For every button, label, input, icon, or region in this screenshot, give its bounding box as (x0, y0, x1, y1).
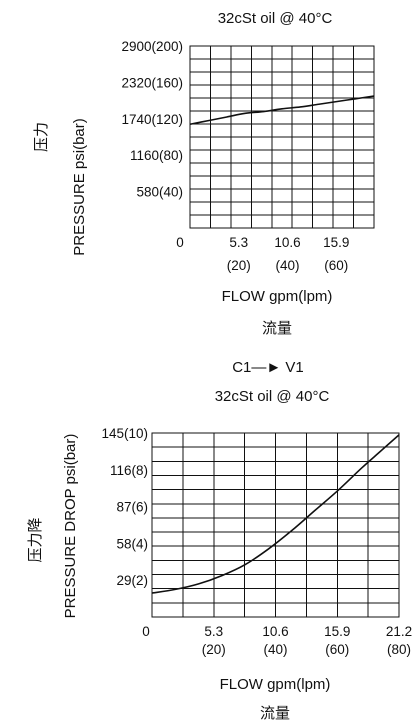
x-axis-label: FLOW gpm(lpm) (220, 676, 331, 693)
y-tick-label: 1160(80) (130, 148, 183, 163)
y-tick-label: 29(2) (116, 573, 148, 588)
pressure-chart: 32cSt oil @ 40°C 580(40) 1160(80) 1740(120)… (33, 10, 375, 337)
chart-title: 32cSt oil @ 40°C (218, 10, 333, 27)
x-tick-sublabel: (20) (202, 642, 226, 657)
y-tick-label: 58(4) (116, 536, 148, 551)
y-tick-label: 145(10) (101, 426, 148, 441)
x-tick-label: 5.3 (229, 235, 248, 250)
y-axis-label: PRESSURE DROP psi(bar) (62, 434, 79, 619)
flow-path-label: C1—► V1 (232, 359, 304, 376)
plot-frame (151, 432, 400, 618)
x-tick-label: 0 (176, 235, 184, 250)
x-tick-label: 5.3 (204, 624, 223, 639)
x-tick-label: 15.9 (324, 624, 350, 639)
x-tick-sublabel: (20) (227, 258, 251, 273)
x-tick-sublabel: (60) (324, 258, 348, 273)
chart-title: 32cSt oil @ 40°C (215, 388, 330, 405)
x-axis-label-cn: 流量 (262, 320, 292, 337)
y-tick-label: 2900(200) (121, 39, 183, 54)
x-tick-label: 15.9 (323, 235, 349, 250)
x-axis-label-cn: 流量 (260, 705, 290, 722)
y-axis-label-cn: 压力降 (27, 517, 44, 562)
plot-frame (189, 45, 375, 229)
x-tick-label: 10.6 (262, 624, 288, 639)
y-axis-label: PRESSURE psi(bar) (71, 118, 88, 256)
grid (152, 433, 399, 617)
x-axis-label: FLOW gpm(lpm) (222, 288, 333, 305)
y-axis-label-cn: 压力 (33, 122, 50, 152)
x-tick-sublabel: (80) (387, 642, 411, 657)
y-tick-label: 2320(160) (121, 75, 183, 90)
series-line (189, 95, 375, 126)
x-tick-label: 0 (142, 624, 150, 639)
y-tick-label: 580(40) (136, 185, 183, 200)
pressure-drop-chart: C1—► V1 32cSt oil @ 40°C 29(2) 58(4) 87(6) 11… (27, 359, 412, 722)
x-tick-label: 21.2 (386, 624, 412, 639)
grid (190, 46, 374, 228)
x-tick-sublabel: (40) (263, 642, 287, 657)
y-tick-label: 87(6) (116, 500, 148, 515)
x-tick-sublabel: (60) (325, 642, 349, 657)
series-line (151, 434, 400, 594)
x-tick-label: 10.6 (274, 235, 300, 250)
y-tick-label: 1740(120) (121, 112, 183, 127)
x-tick-sublabel: (40) (276, 258, 300, 273)
y-tick-label: 116(8) (110, 463, 148, 478)
